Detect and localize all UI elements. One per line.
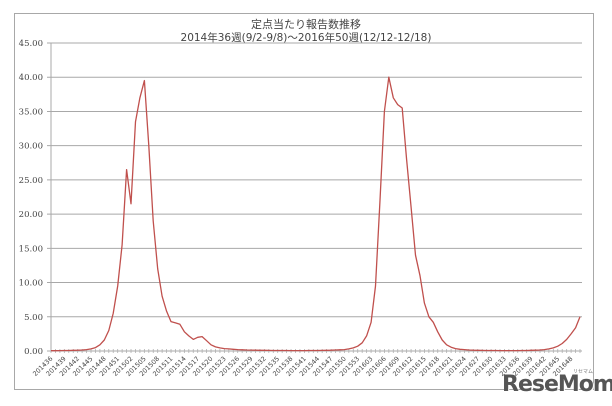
data-series-line [51, 76, 581, 352]
y-tick-label: 30.00 [19, 142, 43, 152]
chart-frame [14, 13, 594, 390]
resemom-logo: ReseMom [502, 372, 612, 397]
y-tick-label: 15.00 [19, 244, 43, 254]
y-tick-label: 45.00 [19, 39, 43, 49]
chart-subtitle: 2014年36週(9/2-9/8)～2016年50週(12/12-12/18) [180, 32, 432, 44]
y-tick-label: 40.00 [19, 73, 43, 83]
y-tick-label: 10.00 [19, 279, 43, 289]
y-tick-label: 5.00 [24, 313, 43, 323]
y-tick-label: 20.00 [19, 210, 43, 220]
chart-title: 定点当たり報告数推移 [251, 18, 361, 31]
logo-subtext: リセマム [573, 369, 594, 375]
y-tick-label: 35.00 [19, 107, 43, 117]
y-tick-label: 0.00 [24, 347, 43, 357]
y-tick-label: 25.00 [19, 176, 43, 186]
